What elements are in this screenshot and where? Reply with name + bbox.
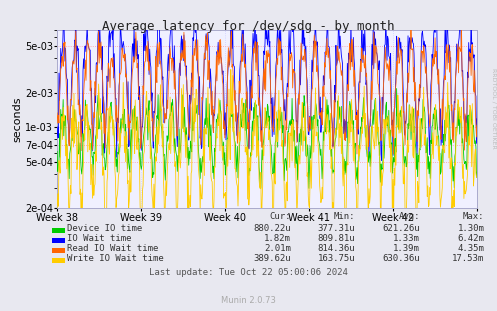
Text: 630.36u: 630.36u — [382, 253, 420, 262]
Text: 1.30m: 1.30m — [458, 224, 485, 233]
Text: Munin 2.0.73: Munin 2.0.73 — [221, 296, 276, 305]
Text: 814.36u: 814.36u — [318, 244, 355, 253]
Text: Read IO Wait time: Read IO Wait time — [67, 244, 159, 253]
Text: 1.82m: 1.82m — [264, 234, 291, 243]
Text: Device IO time: Device IO time — [67, 224, 142, 233]
Text: Min:: Min: — [334, 212, 355, 221]
Text: IO Wait time: IO Wait time — [67, 234, 132, 243]
Text: 809.81u: 809.81u — [318, 234, 355, 243]
Text: RRDTOOL / TOBI OETIKER: RRDTOOL / TOBI OETIKER — [491, 68, 496, 149]
Text: Last update: Tue Oct 22 05:00:06 2024: Last update: Tue Oct 22 05:00:06 2024 — [149, 268, 348, 277]
Text: Cur:: Cur: — [269, 212, 291, 221]
Text: 377.31u: 377.31u — [318, 224, 355, 233]
Y-axis label: seconds: seconds — [12, 96, 22, 142]
Text: 1.33m: 1.33m — [393, 234, 420, 243]
Text: Max:: Max: — [463, 212, 485, 221]
Text: 1.39m: 1.39m — [393, 244, 420, 253]
Text: 163.75u: 163.75u — [318, 253, 355, 262]
Text: 880.22u: 880.22u — [253, 224, 291, 233]
Text: Write IO Wait time: Write IO Wait time — [67, 253, 164, 262]
Text: Average latency for /dev/sdg - by month: Average latency for /dev/sdg - by month — [102, 20, 395, 33]
Text: 621.26u: 621.26u — [382, 224, 420, 233]
Text: 4.35m: 4.35m — [458, 244, 485, 253]
Text: 17.53m: 17.53m — [452, 253, 485, 262]
Text: 6.42m: 6.42m — [458, 234, 485, 243]
Text: 389.62u: 389.62u — [253, 253, 291, 262]
Text: Avg:: Avg: — [399, 212, 420, 221]
Text: 2.01m: 2.01m — [264, 244, 291, 253]
